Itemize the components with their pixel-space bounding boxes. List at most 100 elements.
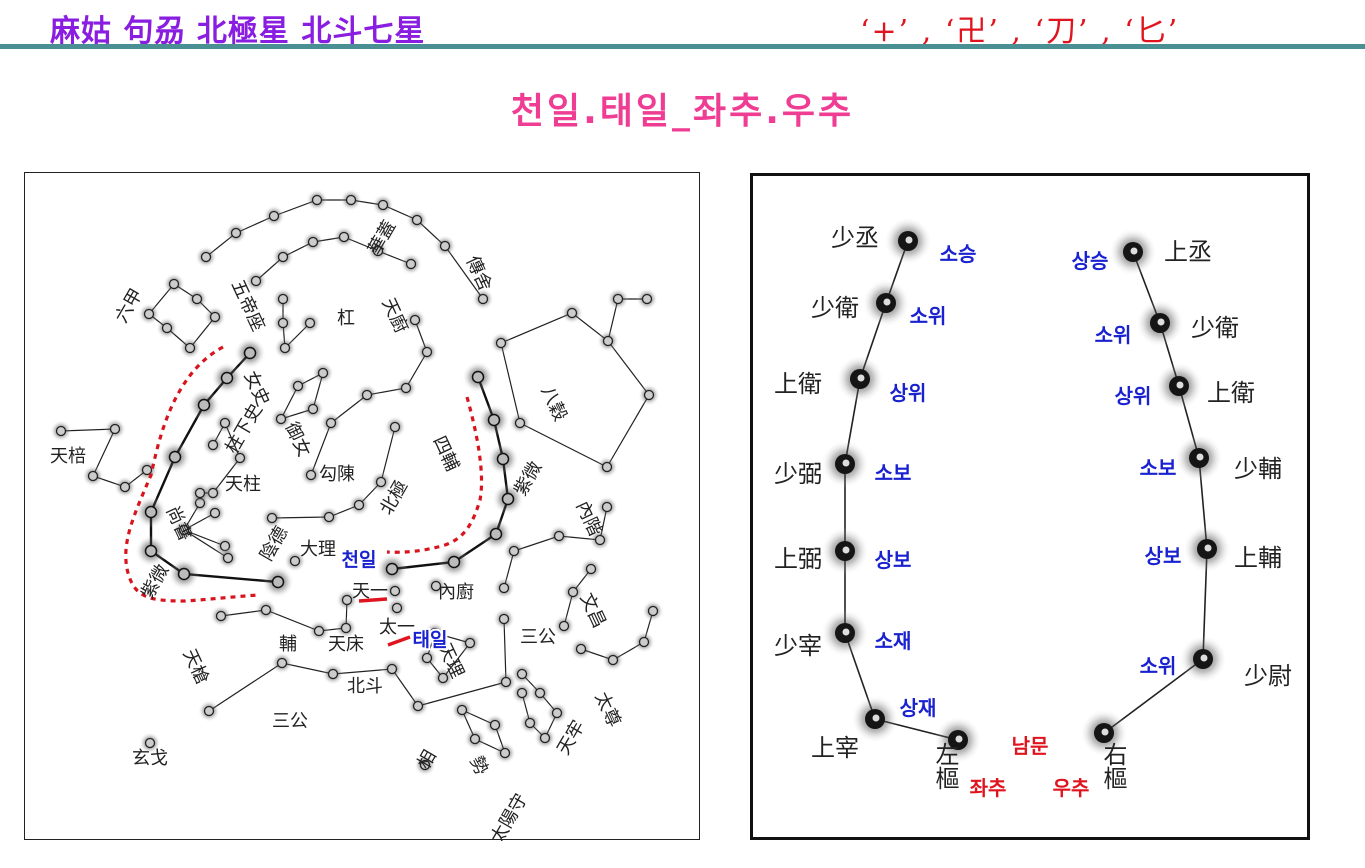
red-dashed-boundary-left — [124, 345, 261, 603]
star-chart-ziwei-walls: 少丞 소승 少衛 소위 上衛 상위 少弼 소보 上弼 상보 少宰 소재 上宰 상재 左樞 좌추 上丞 상승 少衛 소위… — [750, 173, 1310, 840]
right-wall-hangul-label: 상위 — [1115, 384, 1152, 408]
star — [558, 620, 570, 632]
star-highlight — [1204, 544, 1212, 552]
constellation-label: 北斗 — [347, 676, 383, 697]
star — [203, 705, 215, 717]
right-wall-hanja-label: 上衛 — [1207, 379, 1255, 407]
right-wall-hangul-label: 상보 — [1145, 544, 1182, 568]
constellation-label: 三公 — [520, 627, 556, 648]
constellation-label: 女史 — [240, 368, 274, 410]
star — [375, 476, 387, 488]
star — [421, 652, 433, 664]
constellation-label: 華蓋 — [364, 217, 400, 259]
star — [464, 637, 476, 649]
left-wall-hanja-label: 上弼 — [774, 545, 822, 573]
symbols-text: ‘+’ , ‘卍’ , ‘刀’ , ‘匕’ — [860, 14, 1180, 49]
star — [361, 389, 373, 401]
left-wall-hangul-label: 상재 — [900, 696, 937, 720]
constellation-label: 勢 — [465, 753, 492, 778]
right-wall-hangul-label: 소위 — [1095, 323, 1132, 347]
star-highlight — [872, 714, 880, 722]
right-wall-hangul-label: 상승 — [1072, 249, 1109, 273]
constellation-label: 紫微 — [137, 561, 173, 603]
star — [313, 625, 325, 637]
constellation-line — [282, 299, 311, 350]
left-wall-hangul-label: 소위 — [910, 304, 947, 328]
star — [141, 464, 153, 476]
right-wall-hanja-label: 少尉 — [1244, 662, 1292, 690]
right-wall-hangul-label: 소보 — [1140, 456, 1177, 480]
constellation-label: 太陽守 — [487, 790, 532, 841]
constellation-label: 天槍 — [179, 646, 213, 688]
star-highlight — [842, 628, 850, 636]
bright-star — [144, 544, 158, 558]
constellation-label: 三公 — [272, 711, 308, 732]
star — [419, 759, 431, 771]
constellation-label: 大理 — [300, 539, 336, 560]
star — [566, 307, 578, 319]
star — [421, 346, 433, 358]
left-wall-hangul-label: 소보 — [875, 461, 912, 485]
tianyi-marker-line — [358, 597, 388, 603]
bright-star — [220, 371, 234, 385]
left-wall-hangul-label: 상위 — [890, 381, 927, 405]
star — [612, 293, 624, 305]
taiyi-marker-line — [387, 635, 411, 647]
constellation-label: 傳舍 — [462, 253, 496, 295]
star — [338, 231, 350, 243]
star — [317, 367, 329, 379]
star — [575, 643, 587, 655]
bright-star — [447, 555, 461, 569]
star — [222, 552, 234, 564]
star — [377, 199, 389, 211]
star — [601, 501, 613, 513]
star-highlight — [1130, 247, 1138, 255]
right-wall-hanja-label: 少輔 — [1234, 455, 1282, 483]
star — [279, 342, 291, 354]
star — [372, 245, 384, 257]
star — [647, 605, 659, 617]
left-wall-hanja-label: 少宰 — [774, 632, 822, 660]
star — [400, 382, 412, 394]
slide-title: 麻姑 句刕 北極星 北斗七星 — [50, 14, 426, 49]
star — [277, 293, 289, 305]
left-star-map: 傳舍華蓋五帝座杠天廚六甲女史柱下史 御女天柱 勾陳北極四輔紫微八穀天棓尚書 陰德 大理紫… — [50, 189, 664, 841]
star — [184, 342, 196, 354]
star — [437, 672, 449, 684]
constellation-label: 天棓 — [50, 446, 86, 467]
star — [277, 251, 289, 263]
star — [495, 337, 507, 349]
right-wall-hanja-label: 上輔 — [1234, 544, 1282, 572]
tianyi-annotation: 천일 — [342, 549, 377, 571]
star — [353, 499, 365, 511]
bright-star — [487, 413, 501, 427]
star — [209, 311, 221, 323]
star — [439, 240, 451, 252]
star — [234, 452, 246, 464]
star — [500, 676, 512, 688]
star — [55, 425, 67, 437]
star — [429, 627, 441, 639]
constellation-label: 天床 — [328, 634, 364, 655]
bright-star — [385, 562, 399, 576]
bright-star — [177, 567, 191, 581]
star — [524, 717, 536, 729]
star-highlight — [1157, 318, 1165, 326]
constellation-label: 杠 — [337, 308, 355, 329]
left-wall-hangul-label: 상보 — [875, 548, 912, 572]
star — [508, 545, 520, 557]
star — [209, 507, 221, 519]
slide-subtitle: 천일.태일_좌추.우추 — [510, 91, 855, 132]
left-wall-hanja-label: 上宰 — [811, 734, 859, 762]
red-dashed-boundary-right — [386, 396, 484, 554]
right-wall-hanja-label: 少衛 — [1191, 314, 1239, 342]
star — [345, 194, 357, 206]
star — [87, 470, 99, 482]
star-highlight — [955, 735, 963, 743]
right-star-map: 少丞 소승 少衛 소위 上衛 상위 少弼 소보 上弼 상보 少宰 소재 上宰 상재 左樞 좌추 上丞 상승 少衛 소위… — [774, 217, 1292, 802]
star-chart-ziwei-enclosure: 傳舍 華蓋 五帝座杠天廚 六甲 女史 柱下史 御女 天柱 勾陳 北極 四輔 紫微 八穀 天棓 尚書 陰德 大理紫… — [24, 172, 700, 841]
star — [539, 732, 551, 744]
star — [276, 657, 288, 669]
star — [516, 668, 528, 680]
left-wall-hanja-label: 少弼 — [774, 460, 822, 488]
